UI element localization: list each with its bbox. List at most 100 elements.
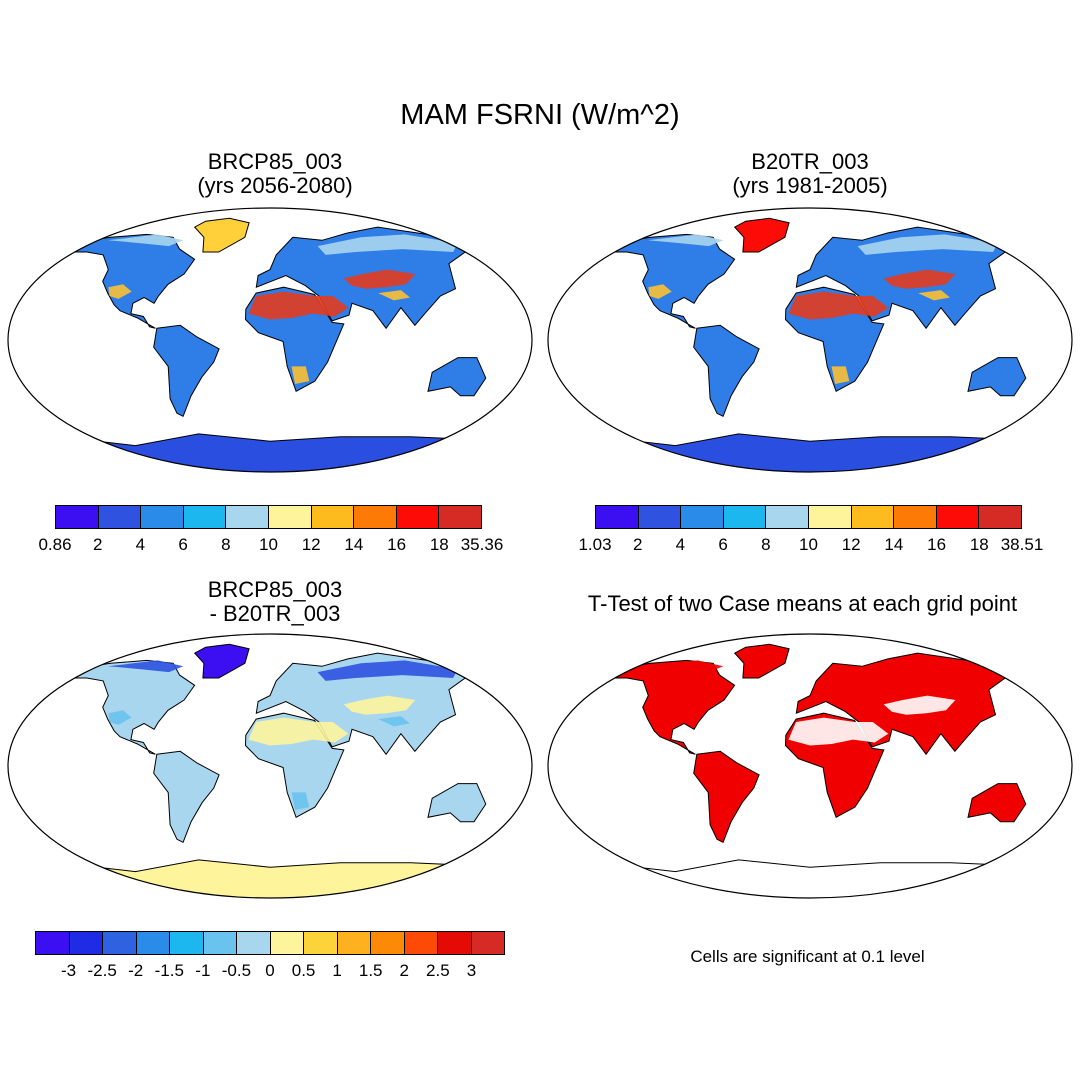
colorbar-panel-1: 0.86 2 4 6 8 10 12 14 16 18 35.36 [38, 505, 503, 565]
colorbar-swatch [36, 932, 70, 954]
colorbar-tick-label: 0 [265, 961, 275, 980]
map-panel-b20tr [547, 207, 1073, 473]
colorbar-tick-label: -1 [195, 961, 211, 980]
colorbar-swatch [183, 506, 227, 528]
panel-1-title-line2: (yrs 2056-2080) [197, 173, 353, 199]
field-region-arctic-canada [108, 234, 184, 247]
colorbar-swatch [808, 506, 852, 528]
panel-3-title-line1: BRCP85_003 [207, 577, 343, 602]
colorbar-swatch [723, 506, 767, 528]
field-region-kalahari [291, 366, 310, 384]
colorbar-tick-label: -0.5 [221, 961, 252, 980]
colorbar-swatch [237, 932, 271, 954]
continent-australia [967, 783, 1027, 823]
colorbar-swatch [268, 506, 312, 528]
colorbar-swatch [596, 506, 639, 528]
colorbar-swatch [439, 506, 481, 528]
colorbar-swatch [226, 506, 269, 528]
colorbar-swatch [371, 932, 405, 954]
colorbar-boxes [595, 505, 1022, 529]
field-region-kalahari [831, 792, 850, 810]
colorbar-swatch [170, 932, 204, 954]
map-border [547, 207, 1073, 473]
continent-australia [427, 357, 487, 397]
continent-north-america [67, 233, 196, 329]
colorbar-swatch [471, 932, 504, 954]
continent-south-america [693, 750, 760, 843]
continent-north-america [607, 659, 736, 755]
colorbar-tick-label: 1.03 [578, 535, 612, 554]
panel-3-title-line2: - B20TR_003 [209, 601, 341, 627]
field-region-tibet [378, 290, 410, 301]
field-region-siberia [317, 234, 458, 255]
map-border [547, 633, 1073, 899]
panel-4-title: T-Test of two Case means at each grid po… [545, 591, 1060, 616]
colorbar-swatch [404, 932, 438, 954]
panel-2-title-line1: B20TR_003 [751, 149, 869, 174]
panel-2-title-line2: (yrs 1981-2005) [732, 173, 888, 199]
colorbar-swatch [136, 932, 170, 954]
continent-south-america [153, 750, 220, 843]
colorbar-tick-label: -3 [61, 961, 77, 980]
continent-greenland [733, 643, 790, 679]
colorbar-swatch [396, 506, 440, 528]
colorbar-swatch [103, 932, 137, 954]
field-region-southwest-us [108, 710, 132, 725]
field-region-sahara-arabia [248, 291, 349, 320]
colorbar-tick-label: 8 [221, 535, 231, 554]
colorbar-tick-label: -2 [128, 961, 144, 980]
colorbar-tick-label: 6 [718, 535, 728, 554]
field-region-central-asia [883, 269, 956, 289]
colorbar-tick-label: 8 [761, 535, 771, 554]
colorbar-swatch [936, 506, 980, 528]
colorbar-boxes [55, 505, 482, 529]
colorbar-swatch [304, 932, 338, 954]
field-region-tibet [378, 716, 410, 727]
significance-note: Cells are significant at 0.1 level [690, 947, 925, 966]
field-region-central-asia [883, 695, 956, 715]
map-panel-ttest [547, 633, 1073, 899]
map-panel-difference [7, 633, 533, 899]
colorbar-swatch [141, 506, 184, 528]
colorbar-tick-label: 18 [969, 535, 989, 554]
colorbar-swatch [56, 506, 99, 528]
colorbar-swatch [894, 506, 937, 528]
field-region-southwest-us [648, 710, 672, 725]
colorbar-tick-label: 16 [387, 535, 407, 554]
map-border [7, 633, 533, 899]
panel-3-title: BRCP85_003 - B20TR_003 [85, 577, 465, 627]
colorbar-swatch [438, 932, 472, 954]
colorbar-swatch [354, 506, 397, 528]
main-title: MAM FSRNI (W/m^2) [400, 99, 680, 131]
panel-1-title-line1: BRCP85_003 [207, 149, 343, 174]
field-region-tibet [918, 716, 950, 727]
colorbar-tick-label: 18 [429, 535, 449, 554]
field-region-sahara-arabia [248, 717, 349, 746]
field-region-siberia [857, 660, 998, 681]
colorbar-tick-label: 6 [178, 535, 188, 554]
continent-south-america [693, 324, 760, 417]
colorbar-tick-label: 38.51 [1000, 535, 1044, 554]
colorbar-swatch [98, 506, 142, 528]
continent-south-america [153, 324, 220, 417]
colorbar-tick-label: 2 [92, 535, 103, 554]
colorbar-swatch [979, 506, 1021, 528]
colorbar-tick-label: 14 [344, 535, 364, 554]
colorbar-tick-label: 0.5 [291, 961, 316, 980]
field-region-arctic-canada [108, 660, 184, 673]
colorbar-tick-label: 16 [927, 535, 947, 554]
field-region-sahara-arabia [788, 717, 889, 746]
colorbar-tick-label: 1 [332, 961, 342, 980]
continent-greenland [733, 217, 790, 253]
colorbar-tick-label: 2.5 [426, 961, 450, 980]
colorbar-panel-3: -3 -2.5 -2 -1.5 -1 -0.5 0 0.5 1 1.5 2 2.5 3 [35, 931, 505, 991]
colorbar-swatch [337, 932, 371, 954]
colorbar-tick-label: 4 [675, 535, 686, 554]
colorbar-tick-label: 12 [301, 535, 321, 554]
field-region-arctic-canada [648, 660, 724, 673]
field-region-kalahari [831, 366, 850, 384]
colorbar-swatch [851, 506, 895, 528]
colorbar-tick-label: 0.86 [38, 535, 72, 554]
colorbar-swatch [681, 506, 724, 528]
field-region-central-asia [343, 269, 416, 289]
